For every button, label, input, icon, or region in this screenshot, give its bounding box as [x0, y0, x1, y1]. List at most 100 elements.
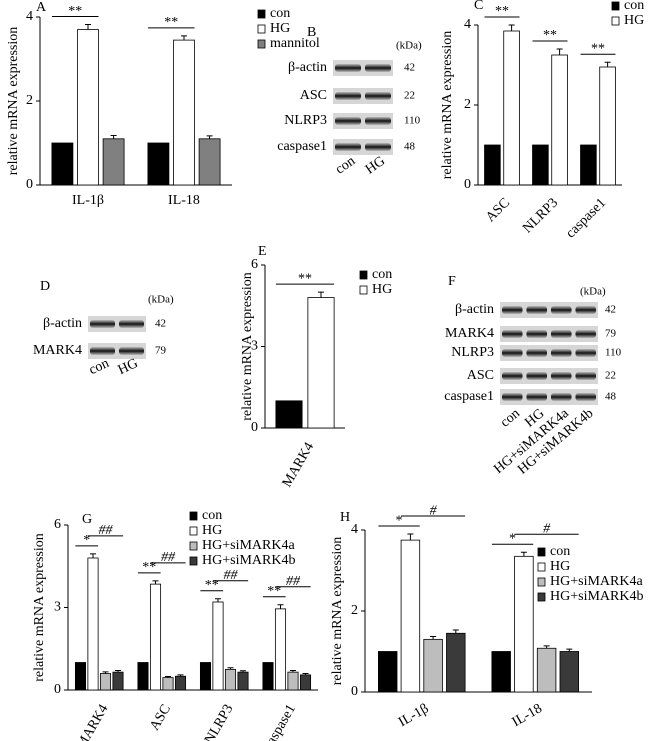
- legend-swatch: [537, 562, 546, 572]
- legend-swatch: [189, 541, 198, 551]
- error-bar: [508, 24, 515, 31]
- kda-label: 110: [605, 347, 622, 359]
- error-bar: [302, 673, 309, 675]
- y-tick-label: 4: [26, 9, 33, 24]
- kda-label: 42: [605, 304, 616, 316]
- bar: [87, 557, 99, 691]
- blot-band: [502, 306, 523, 314]
- y-axis-label: relative mRNA expression: [440, 31, 455, 180]
- blot-band: [575, 330, 596, 338]
- blot-band: [575, 349, 596, 357]
- significance-label: *: [509, 531, 516, 546]
- bar: [174, 675, 187, 691]
- y-tick-label: 0: [464, 177, 471, 192]
- y-tick-label: 0: [54, 682, 61, 697]
- y-axis-label: relative mRNA expression: [330, 537, 345, 686]
- lane-label: con: [333, 154, 358, 178]
- significance-label: **: [298, 271, 312, 286]
- bar: [377, 651, 398, 693]
- blot-band: [575, 393, 596, 401]
- bar: [51, 142, 74, 186]
- panel-label: H: [340, 510, 350, 525]
- legend-label: con: [202, 508, 222, 523]
- y-axis-label: relative mRNA expression: [32, 533, 47, 682]
- error-bar: [277, 604, 284, 609]
- bar: [491, 651, 511, 693]
- significance-label: ##: [286, 574, 301, 589]
- legend-swatch: [189, 556, 198, 566]
- protein-label: NLRP3: [284, 113, 327, 128]
- legend-label: HG+siMARK4a: [202, 538, 295, 553]
- bar: [102, 138, 125, 186]
- protein-label: caspase1: [444, 389, 494, 404]
- significance-label: ##: [224, 568, 239, 583]
- legend-label: HG: [372, 282, 392, 297]
- legend-label: con: [372, 267, 392, 282]
- blot-strip: [500, 326, 598, 342]
- error-bar: [115, 669, 121, 673]
- legend-swatch: [611, 16, 620, 26]
- panel-label: A: [36, 0, 47, 15]
- blot-band: [119, 320, 144, 328]
- legend-label: HG+siMARK4a: [550, 574, 643, 589]
- bar: [237, 671, 249, 691]
- lane-label: con: [87, 356, 112, 378]
- bar: [99, 673, 112, 691]
- kda-label: 48: [404, 141, 416, 153]
- panel-label: E: [258, 244, 267, 259]
- bar: [74, 662, 87, 691]
- kda-label: 48: [605, 391, 617, 403]
- bar: [147, 142, 170, 186]
- error-bar: [430, 636, 437, 640]
- x-tick-label: IL-1β: [396, 701, 431, 730]
- blot-band: [551, 330, 572, 338]
- y-tick-label: 2: [26, 93, 33, 108]
- error-bar: [215, 598, 221, 602]
- protein-label: ASC: [467, 368, 494, 383]
- error-bar: [318, 291, 324, 298]
- bar: [580, 144, 597, 186]
- significance-label: **: [267, 584, 281, 599]
- legend-swatch: [257, 9, 266, 19]
- unit-label: (kDa): [396, 40, 422, 52]
- bar: [299, 674, 312, 691]
- blot-band: [502, 330, 523, 338]
- y-axis-label: relative mRNA expression: [240, 272, 255, 421]
- error-bar: [177, 674, 184, 677]
- legend-label: HG+siMARK4b: [550, 589, 643, 604]
- error-bar: [102, 671, 109, 674]
- bar: [514, 555, 534, 693]
- blot-band: [551, 306, 572, 314]
- error-bar: [290, 669, 296, 673]
- blot-band: [526, 330, 547, 338]
- bar: [559, 651, 580, 693]
- blot-band: [526, 393, 547, 401]
- significance-label: *: [396, 513, 403, 528]
- error-bar: [566, 648, 573, 652]
- blot-band: [502, 349, 523, 357]
- blot-strip: [500, 345, 598, 361]
- blot-band: [526, 372, 547, 380]
- legend-swatch: [537, 547, 546, 557]
- legend-label: mannitol: [270, 36, 320, 51]
- error-bar: [227, 667, 234, 670]
- y-tick-label: 2: [351, 603, 358, 618]
- x-tick-label: IL-1β: [72, 193, 104, 208]
- legend-label: con: [270, 6, 290, 21]
- legend-swatch: [359, 270, 368, 280]
- blot-band: [365, 143, 391, 151]
- bar: [112, 671, 124, 691]
- blot-strip: [500, 389, 598, 405]
- protein-label: β-actin: [288, 60, 327, 75]
- bar: [198, 138, 221, 186]
- blot-band: [119, 347, 144, 355]
- bar: [532, 144, 549, 186]
- kda-label: 110: [404, 115, 421, 127]
- blot-band: [335, 64, 361, 72]
- x-tick-label: ASC: [483, 195, 513, 225]
- x-tick-label: caspase1: [563, 195, 609, 241]
- legend-swatch: [189, 511, 198, 521]
- significance-label: **: [495, 4, 509, 19]
- blot-band: [526, 306, 547, 314]
- bar: [400, 539, 421, 693]
